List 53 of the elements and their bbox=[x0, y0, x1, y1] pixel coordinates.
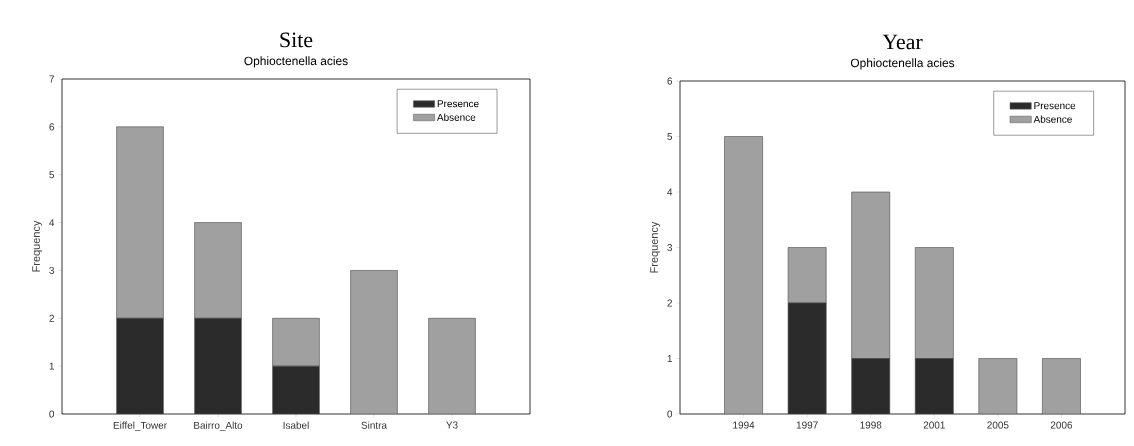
bar bbox=[194, 317, 242, 414]
x-tick-label: Bairro_Alto bbox=[194, 421, 243, 431]
y-axis-title: Frequency bbox=[32, 220, 43, 272]
x-tick-label: 2005 bbox=[987, 421, 1009, 429]
bar bbox=[116, 126, 164, 319]
bar bbox=[1042, 358, 1081, 414]
legend-label: Absence bbox=[436, 113, 476, 121]
bar bbox=[272, 365, 320, 414]
bar bbox=[116, 317, 164, 414]
chart-title: Year bbox=[882, 34, 923, 50]
bar bbox=[914, 247, 954, 359]
x-tick-label: Eiffel_Tower bbox=[113, 421, 167, 431]
bar bbox=[787, 302, 827, 414]
y-tick-label: 6 bbox=[49, 123, 55, 131]
x-tick-label: 2006 bbox=[1050, 421, 1073, 429]
y-tick-label: 3 bbox=[667, 243, 673, 252]
y-tick-label: 5 bbox=[49, 171, 55, 179]
y-tick-label: 3 bbox=[49, 266, 55, 274]
y-tick-label: 2 bbox=[667, 299, 672, 307]
y-tick-label: 0 bbox=[667, 410, 673, 418]
x-tick-label: Y3 bbox=[446, 421, 458, 429]
bar bbox=[350, 270, 398, 414]
chart-subtitle: Ophioctenella acies bbox=[244, 56, 348, 68]
y-tick-label: 6 bbox=[667, 77, 673, 85]
chart-subtitle: Ophioctenella acies bbox=[850, 58, 955, 70]
bar bbox=[272, 317, 320, 367]
y-tick-label: 4 bbox=[667, 188, 673, 196]
bar bbox=[787, 247, 827, 304]
y-tick-label: 5 bbox=[667, 133, 673, 140]
bar bbox=[914, 358, 954, 414]
bar bbox=[851, 191, 891, 359]
bar bbox=[724, 136, 763, 414]
y-tick-label: 0 bbox=[49, 410, 55, 418]
x-tick-label: Sintra bbox=[361, 421, 388, 429]
x-tick-label: 1998 bbox=[860, 421, 882, 429]
y-axis-title: Frequency bbox=[650, 221, 661, 273]
y-tick-label: 7 bbox=[49, 75, 54, 83]
legend-label: Presence bbox=[437, 100, 479, 108]
y-tick-label: 2 bbox=[49, 314, 54, 322]
x-tick-label: 1994 bbox=[733, 421, 755, 429]
x-tick-label: Isabel bbox=[283, 421, 309, 429]
y-tick-label: 1 bbox=[667, 355, 673, 362]
chart-title: Site bbox=[280, 32, 313, 48]
y-tick-label: 4 bbox=[49, 219, 55, 226]
y-tick-label: 1 bbox=[49, 362, 54, 370]
legend-label: Presence bbox=[1034, 102, 1076, 110]
bar bbox=[194, 222, 242, 319]
x-tick-label: 2001 bbox=[923, 421, 945, 429]
bar bbox=[851, 358, 891, 414]
legend-label: Absence bbox=[1033, 115, 1072, 123]
bar bbox=[978, 358, 1018, 414]
bar bbox=[428, 317, 476, 414]
x-tick-label: 1997 bbox=[796, 421, 818, 429]
